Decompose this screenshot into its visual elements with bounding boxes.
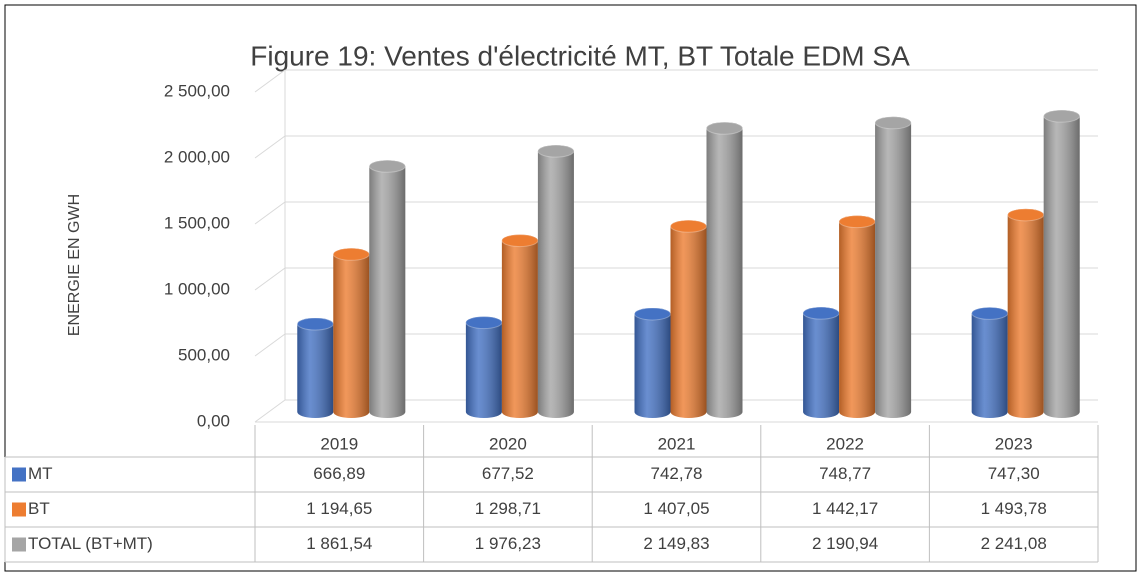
bar-top: [802, 306, 840, 320]
bar-top: [670, 219, 707, 233]
bar-top: [874, 116, 912, 130]
table-value: 2 190,94: [812, 534, 878, 553]
bar-shade: [706, 122, 743, 419]
table-value: 1 861,54: [306, 534, 372, 553]
bar-shade: [875, 116, 912, 419]
grid-line-side: [254, 399, 286, 423]
bar-shade: [1007, 208, 1044, 418]
x-tick-label: 2022: [826, 434, 864, 453]
table-value: 1 194,65: [306, 499, 372, 518]
bar-shade: [1043, 110, 1080, 419]
y-tick-label: 500,00: [178, 345, 230, 364]
table-value: 666,89: [313, 464, 365, 483]
bar-shade: [369, 160, 406, 419]
legend-label: MT: [28, 464, 53, 483]
bar-top: [368, 159, 406, 173]
bar-shade: [537, 145, 574, 419]
table-value: 1 298,71: [475, 499, 541, 518]
bar-top: [634, 307, 671, 321]
bar-shade: [670, 220, 707, 419]
legend-label: TOTAL (BT+MT): [28, 534, 153, 553]
table-value: 2 241,08: [981, 534, 1047, 553]
y-tick-label: 1 500,00: [164, 213, 230, 232]
x-tick-label: 2019: [320, 434, 358, 453]
bar-shade: [839, 215, 876, 419]
table-value: 1 407,05: [643, 499, 709, 518]
bar-shade: [333, 248, 370, 419]
bar-shade: [803, 307, 840, 419]
bar-top: [971, 306, 1009, 320]
bar-shade: [971, 307, 1008, 419]
bar-top: [838, 215, 876, 229]
table-value: 747,30: [988, 464, 1040, 483]
bar-top: [537, 144, 575, 158]
legend-swatch: [12, 502, 26, 517]
bar-top: [1043, 109, 1081, 123]
bar-top: [1007, 208, 1045, 222]
bar-shade: [297, 317, 334, 419]
bar-top: [465, 316, 503, 330]
table-value: 1 976,23: [475, 534, 541, 553]
table-value: 742,78: [651, 464, 703, 483]
y-axis-label: ENERGIE EN GWH: [66, 194, 83, 336]
table-value: 1 442,17: [812, 499, 878, 518]
grid-line-side: [254, 135, 286, 159]
table-value: 748,77: [819, 464, 871, 483]
bar-top: [332, 247, 370, 261]
table-value: 2 149,83: [643, 534, 709, 553]
chart-title: Figure 19: Ventes d'électricité MT, BT T…: [250, 40, 910, 71]
grid-line-side: [254, 267, 286, 291]
y-tick-label: 2 000,00: [164, 147, 230, 166]
bar-top: [706, 121, 743, 135]
grid-line-side: [254, 69, 286, 93]
x-tick-label: 2020: [489, 434, 527, 453]
legend-label: BT: [28, 499, 50, 518]
grid-line-side: [254, 201, 286, 225]
table-value: 1 493,78: [981, 499, 1047, 518]
legend-swatch: [12, 467, 26, 482]
legend-swatch: [12, 537, 26, 552]
bar-shade: [465, 316, 502, 419]
grid-line-side: [254, 333, 286, 357]
bar-shade: [634, 307, 671, 419]
y-tick-label: 1 000,00: [164, 279, 230, 298]
bar-top: [501, 234, 539, 248]
x-tick-label: 2023: [995, 434, 1033, 453]
x-tick-label: 2021: [658, 434, 696, 453]
bar-shade: [501, 234, 538, 418]
y-tick-label: 0,00: [197, 411, 230, 430]
bar-top: [296, 317, 334, 331]
table-value: 677,52: [482, 464, 534, 483]
y-tick-label: 2 500,00: [164, 81, 230, 100]
